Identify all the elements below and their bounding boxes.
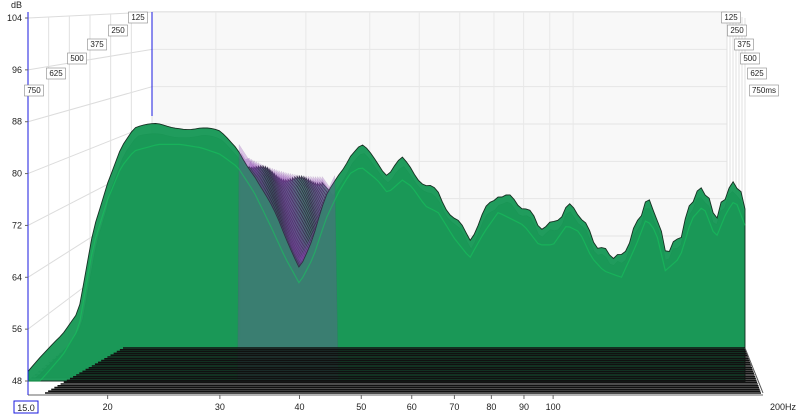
time-tick-box-left	[46, 67, 66, 80]
time-tick-label-right: 125	[724, 13, 738, 22]
axis-layer: 104 96 88 80 72 64 56 48 dB 20 30 40 50 60 70 80 90 100 15…	[7, 0, 797, 414]
x-tick-label: 30	[215, 402, 225, 412]
x-tick-label: 70	[449, 402, 459, 412]
floor-edge	[744, 347, 764, 394]
time-tick-label-left: 500	[70, 54, 84, 63]
front-highlight	[28, 143, 746, 382]
x-tick-label: 90	[519, 402, 529, 412]
time-tick-box-left	[128, 11, 148, 24]
time-tick-box-right	[747, 67, 767, 80]
time-tick-label-left: 125	[131, 13, 145, 22]
y-tick-label: 64	[12, 272, 22, 282]
time-tick-box-left	[24, 84, 44, 97]
time-tick-label-right: 625	[750, 69, 764, 78]
x-start-box	[13, 400, 39, 414]
time-tick-box-right	[740, 52, 760, 65]
time-tick-label-right: 250	[730, 26, 744, 35]
time-tick-box-left	[108, 24, 128, 37]
time-tick-label-left: 250	[111, 26, 125, 35]
y-tick-label: 88	[12, 117, 22, 127]
time-tick-box-right	[749, 84, 779, 97]
y-tick-label: 80	[12, 169, 22, 179]
x-tick-label: 60	[407, 402, 417, 412]
y-tick-label: 104	[7, 13, 22, 23]
x-tick-label: 40	[294, 402, 304, 412]
y-tick-label: 56	[12, 324, 22, 334]
time-tick-box-left	[87, 38, 107, 51]
y-tick-label: 72	[12, 220, 22, 230]
x-end-label: 200Hz	[770, 402, 797, 412]
x-start-label: 15.0	[17, 403, 35, 413]
x-tick-label: 20	[103, 402, 113, 412]
floor-layer	[45, 347, 764, 394]
y-tick-label: 48	[12, 376, 22, 386]
time-tick-label-left: 375	[90, 40, 104, 49]
time-tick-label-left: 750	[27, 86, 41, 95]
y-unit-label: dB	[11, 0, 22, 10]
time-tick-label-right: 750ms	[752, 86, 776, 95]
x-tick-label: 50	[356, 402, 366, 412]
x-tick-label: 80	[486, 402, 496, 412]
time-tick-box-right	[721, 11, 741, 24]
time-tick-label-right: 375	[737, 40, 751, 49]
time-tick-box-right	[727, 24, 747, 37]
time-slice	[27, 123, 746, 382]
slices-layer	[27, 123, 746, 382]
x-tick-label: 100	[546, 402, 561, 412]
y-tick-label: 96	[12, 65, 22, 75]
time-tick-label-right: 500	[743, 54, 757, 63]
time-tick-box-right	[734, 38, 754, 51]
time-tick-label-left: 625	[49, 69, 63, 78]
time-tick-box-left	[67, 52, 87, 65]
